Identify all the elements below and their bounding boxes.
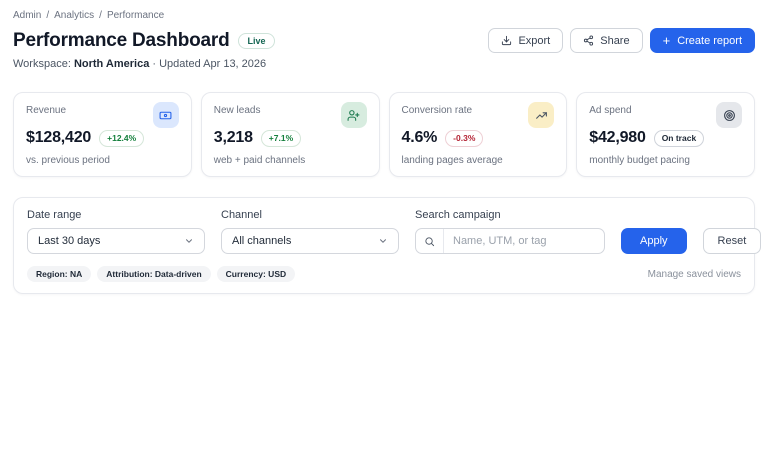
- share-button-label: Share: [600, 34, 630, 47]
- stat-value: 3,218: [213, 129, 253, 146]
- stat-caption: web + paid channels: [213, 155, 306, 166]
- stat-caption: monthly budget pacing: [589, 155, 690, 166]
- region-tag: Region: NA: [27, 266, 92, 282]
- channel-field: Channel All channels: [221, 209, 399, 254]
- channel-label: Channel: [221, 209, 262, 221]
- share-button[interactable]: Share: [570, 28, 643, 53]
- target-icon: [716, 102, 742, 128]
- search-campaign-label: Search campaign: [415, 209, 501, 221]
- stat-value: $42,980: [589, 129, 646, 146]
- stat-change-badge: -0.3%: [445, 129, 484, 147]
- date-range-label: Date range: [27, 209, 82, 221]
- reset-button[interactable]: Reset: [702, 228, 762, 254]
- breadcrumb: Admin / Analytics / Performance: [13, 10, 755, 21]
- trend-up-icon: [528, 102, 555, 128]
- stat-change-badge: +7.1%: [260, 129, 302, 147]
- plus-icon: +: [662, 33, 671, 48]
- breadcrumb-separator: /: [99, 10, 102, 21]
- page-title: Performance Dashboard: [13, 29, 230, 51]
- create-report-button[interactable]: + Create report: [649, 28, 755, 53]
- stat-caption: vs. previous period: [26, 155, 110, 166]
- chevron-down-icon: [184, 236, 194, 246]
- date-range-field: Date range Last 30 days: [27, 209, 205, 254]
- search-icon: [416, 229, 444, 253]
- filter-panel: Date range Last 30 days Channel All chan…: [13, 197, 762, 294]
- user-plus-icon: [340, 102, 367, 128]
- date-range-select[interactable]: Last 30 days: [27, 228, 205, 254]
- stat-status-badge: On track: [653, 129, 705, 147]
- stat-value: $128,420: [26, 129, 92, 146]
- download-icon: [501, 35, 512, 46]
- workspace-name: North America: [73, 58, 150, 70]
- manage-saved-views-link[interactable]: Manage saved views: [647, 268, 741, 280]
- export-button-label: Export: [518, 34, 551, 47]
- chevron-down-icon: [378, 236, 388, 246]
- workspace-prefix: Workspace:: [13, 58, 71, 70]
- share-icon: [583, 35, 594, 46]
- breadcrumb-separator: /: [46, 10, 50, 21]
- stat-card-new-leads: New leads 3,218 +7.1% web + paid channel…: [200, 92, 380, 177]
- page-header: Performance Dashboard Live Export Share …: [13, 28, 755, 53]
- export-button[interactable]: Export: [488, 28, 564, 53]
- attribution-tag: Attribution: Data-driven: [97, 266, 211, 282]
- stat-caption: landing pages average: [401, 155, 503, 166]
- search-campaign-input[interactable]: [444, 229, 604, 253]
- stat-label: Conversion rate: [401, 105, 473, 116]
- banknote-icon: [152, 102, 179, 128]
- stat-card-ad-spend: Ad spend $42,980 On track monthly budget…: [576, 92, 755, 177]
- stat-change-badge: +12.4%: [99, 129, 145, 147]
- stat-cards: Revenue $128,420 +12.4% vs. previous per…: [13, 92, 755, 177]
- stat-card-conversion-rate: Conversion rate 4.6% -0.3% landing pages…: [388, 92, 568, 177]
- updated-text: · Updated Apr 13, 2026: [152, 58, 267, 70]
- stat-card-revenue: Revenue $128,420 +12.4% vs. previous per…: [13, 92, 192, 177]
- breadcrumb-analytics[interactable]: Analytics: [54, 10, 95, 21]
- live-status-badge: Live: [238, 32, 275, 49]
- filter-tags-row: Region: NA Attribution: Data-driven Curr…: [27, 266, 741, 282]
- search-campaign-field: Search campaign: [415, 209, 605, 254]
- stat-value: 4.6%: [401, 129, 438, 146]
- currency-tag: Currency: USD: [216, 266, 296, 282]
- create-report-button-label: Create report: [677, 34, 742, 47]
- performance-dashboard-page: Admin / Analytics / Performance Performa…: [13, 10, 762, 294]
- stat-label: Revenue: [26, 105, 67, 116]
- breadcrumb-performance[interactable]: Performance: [106, 10, 165, 21]
- header-actions: Export Share + Create report: [488, 28, 755, 53]
- breadcrumb-admin[interactable]: Admin: [13, 10, 42, 21]
- workspace-subtitle: Workspace: North America · Updated Apr 1…: [13, 58, 755, 70]
- apply-button[interactable]: Apply: [621, 228, 687, 254]
- channel-value: All channels: [232, 235, 292, 247]
- date-range-value: Last 30 days: [38, 235, 101, 247]
- stat-label: Ad spend: [589, 105, 632, 116]
- stat-label: New leads: [213, 105, 261, 116]
- channel-select[interactable]: All channels: [221, 228, 399, 254]
